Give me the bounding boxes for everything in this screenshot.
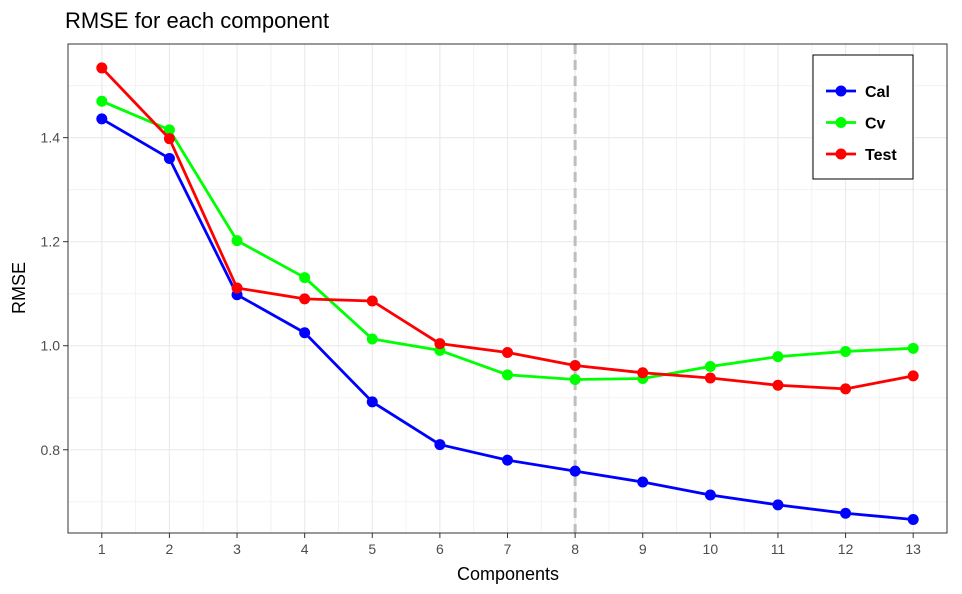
data-point-cv	[366, 333, 378, 345]
y-tick-label: 1.0	[41, 338, 61, 354]
x-tick-label: 5	[368, 541, 376, 557]
y-axis-title: RMSE	[9, 262, 29, 314]
data-point-cal	[163, 152, 175, 164]
x-tick-label: 7	[504, 541, 512, 557]
y-tick-label: 1.2	[41, 234, 61, 250]
data-point-cal	[772, 499, 784, 511]
legend-label-cal: Cal	[865, 84, 890, 101]
data-point-cal	[704, 489, 716, 501]
data-point-cal	[299, 327, 311, 339]
data-point-test	[569, 359, 581, 371]
legend-box	[812, 54, 914, 180]
x-tick-label: 4	[301, 541, 309, 557]
data-point-cal	[840, 507, 852, 519]
legend-key-point-test	[835, 148, 847, 160]
series-test	[96, 62, 919, 395]
data-point-cv	[502, 369, 513, 381]
data-point-cv	[163, 124, 175, 136]
data-point-cv	[96, 95, 108, 107]
data-point-cv	[840, 345, 852, 357]
x-tick-label: 1	[98, 541, 106, 557]
series-cal	[96, 113, 919, 525]
data-point-cv	[231, 235, 243, 247]
data-point-cal	[502, 454, 513, 466]
data-point-test	[434, 338, 446, 350]
data-point-cv	[299, 272, 311, 284]
data-point-cal	[366, 396, 378, 408]
data-point-test	[231, 282, 243, 294]
legend-label-test: Test	[865, 147, 897, 164]
series-layer	[96, 62, 919, 525]
x-tick-label: 13	[905, 541, 921, 557]
data-point-test	[299, 293, 311, 305]
data-point-cv	[772, 351, 784, 363]
data-point-cal	[907, 513, 919, 525]
x-tick-label: 6	[436, 541, 444, 557]
x-tick-label: 3	[233, 541, 241, 557]
chart-title: RMSE for each component	[65, 8, 329, 33]
data-point-test	[96, 62, 108, 74]
data-point-test	[366, 295, 378, 307]
x-tick-label: 2	[166, 541, 174, 557]
x-tick-label: 12	[838, 541, 854, 557]
data-point-test	[772, 379, 784, 391]
data-point-test	[704, 372, 716, 384]
legend-key-point-cal	[835, 85, 847, 97]
y-tick-label: 1.4	[41, 130, 61, 146]
data-point-test	[907, 370, 919, 382]
data-point-cal	[434, 439, 446, 451]
legend-label-cv: Cv	[865, 116, 886, 133]
y-tick-label: 0.8	[41, 442, 61, 458]
data-point-test	[502, 346, 513, 358]
data-point-cal	[96, 113, 108, 125]
x-tick-label: 11	[771, 541, 786, 557]
x-tick-label: 10	[703, 541, 719, 557]
data-point-test	[840, 383, 852, 395]
legend: Cal Cv Test	[812, 54, 914, 180]
data-point-test	[637, 367, 649, 379]
data-point-cal	[637, 476, 649, 488]
data-point-cv	[907, 342, 919, 354]
data-point-cv	[569, 374, 581, 386]
legend-key-point-cv	[835, 117, 847, 128]
x-tick-label: 9	[639, 541, 647, 557]
x-tick-label: 8	[571, 541, 579, 557]
x-axis-title: Components	[457, 564, 559, 584]
axes: 1 2 3 4 5 6 7 8 9 10 11 12 130.81.01.21.4	[41, 130, 922, 557]
data-point-cv	[704, 361, 716, 373]
data-point-cal	[569, 465, 581, 477]
data-point-test	[163, 133, 175, 145]
